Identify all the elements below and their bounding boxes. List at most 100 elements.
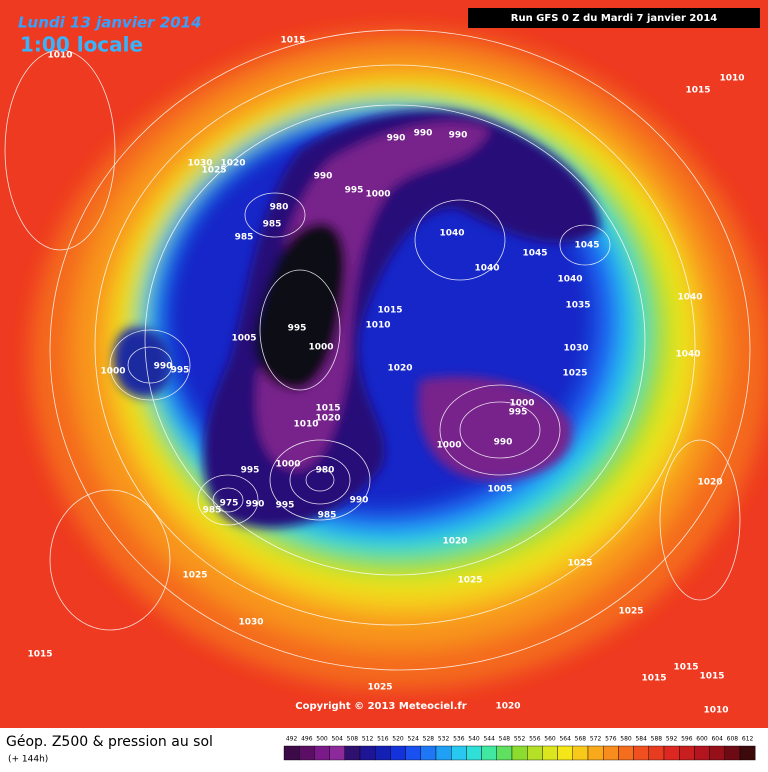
legend-swatch xyxy=(587,745,604,761)
pressure-label: 1040 xyxy=(677,293,702,303)
pressure-label: 1030 xyxy=(563,344,588,354)
legend-swatch xyxy=(542,745,558,761)
legend-label: 588 xyxy=(651,736,663,743)
footer-subtitle: (+ 144h) xyxy=(8,755,48,765)
legend-label: 612 xyxy=(742,736,754,743)
legend-label: 548 xyxy=(499,736,511,743)
legend-swatch xyxy=(359,745,376,761)
pressure-label: 985 xyxy=(235,233,254,243)
pressure-label: 1025 xyxy=(367,683,392,693)
pressure-label: 1000 xyxy=(100,367,125,377)
pressure-label: 985 xyxy=(318,511,337,521)
legend-label: 524 xyxy=(407,736,419,743)
pressure-label: 995 xyxy=(241,466,260,476)
legend-label: 596 xyxy=(681,736,693,743)
legend-swatch xyxy=(663,745,680,761)
pressure-label: 1015 xyxy=(315,404,340,414)
legend-label: 560 xyxy=(544,736,556,743)
pressure-label: 990 xyxy=(387,134,406,144)
footer-title: Géop. Z500 & pression au sol xyxy=(6,734,213,750)
legend-swatch xyxy=(435,745,452,761)
pressure-label: 1000 xyxy=(436,441,461,451)
legend-label: 568 xyxy=(575,736,587,743)
pressure-label: 1000 xyxy=(509,399,534,409)
pressure-label: 1010 xyxy=(365,321,390,331)
legend-swatch xyxy=(420,745,437,761)
legend-label: 512 xyxy=(362,736,374,743)
pressure-label: 990 xyxy=(494,438,513,448)
legend-label: 564 xyxy=(559,736,571,743)
date: Lundi 13 janvier 2014 xyxy=(18,14,202,32)
legend-swatch xyxy=(375,745,391,761)
legend-swatch xyxy=(314,745,330,761)
pressure-label: 1015 xyxy=(699,672,724,682)
pressure-label: 995 xyxy=(171,366,190,376)
pressure-label: 990 xyxy=(350,496,369,506)
pressure-label: 1015 xyxy=(27,650,52,660)
pressure-label: 990 xyxy=(246,500,265,510)
legend-swatch xyxy=(739,745,756,761)
run-info: Run GFS 0 Z du Mardi 7 janvier 2014 xyxy=(511,13,718,24)
run-box xyxy=(468,8,760,28)
isobars xyxy=(4,29,751,671)
pressure-label: 995 xyxy=(288,324,307,334)
pressure-label: 1030 xyxy=(238,618,263,628)
copyright: Copyright © 2013 Meteociel.fr xyxy=(295,701,466,712)
legend-label: 508 xyxy=(347,736,359,743)
pressure-label: 975 xyxy=(220,499,239,509)
legend-swatch xyxy=(329,745,346,761)
legend-label: 572 xyxy=(590,736,602,743)
pressure-label: 990 xyxy=(449,131,468,141)
pressure-label: 1025 xyxy=(201,166,226,176)
pressure-label: 1020 xyxy=(220,159,245,169)
pressure-label: 1020 xyxy=(387,364,412,374)
legend-swatch xyxy=(648,745,665,761)
legend-swatch xyxy=(679,745,695,761)
pressure-label: 1010 xyxy=(719,74,744,84)
pressure-label: 1025 xyxy=(562,369,587,379)
legend-swatch xyxy=(572,745,589,761)
pressure-label: 985 xyxy=(203,506,222,516)
legend-swatch xyxy=(466,745,482,761)
pressure-label: 1015 xyxy=(280,36,305,46)
legend-label: 600 xyxy=(696,736,708,743)
legend-label: 516 xyxy=(377,736,389,743)
pressure-label: 980 xyxy=(316,466,335,476)
pressure-label: 995 xyxy=(509,408,528,418)
legend-label: 528 xyxy=(423,736,435,743)
legend: 492 496 500 504 508 512 516 520 524 528 532 536 540 5… xyxy=(283,736,756,761)
legend-label: 504 xyxy=(331,736,343,743)
legend-swatch xyxy=(283,745,300,761)
pressure-label: 1025 xyxy=(457,576,482,586)
pressure-label: 1045 xyxy=(522,249,547,259)
pressure-label: 1000 xyxy=(308,343,333,353)
legend-label: 576 xyxy=(605,736,617,743)
height-field xyxy=(0,0,768,728)
pressure-label: 1010 xyxy=(293,420,318,430)
pressure-label: 1030 xyxy=(187,159,212,169)
pressure-label: 995 xyxy=(345,186,364,196)
pressure-label: 1020 xyxy=(442,537,467,547)
legend-swatch xyxy=(451,745,467,761)
pressure-label: 1020 xyxy=(315,414,340,424)
pressure-label: 1045 xyxy=(574,241,599,251)
pressure-label: 1015 xyxy=(673,663,698,673)
legend-swatch xyxy=(618,745,634,761)
legend-swatch xyxy=(603,745,619,761)
legend-swatch xyxy=(527,745,543,761)
pressure-label: 1020 xyxy=(495,702,520,712)
legend-swatch xyxy=(481,745,498,761)
legend-label: 532 xyxy=(438,736,450,743)
legend-label: 604 xyxy=(711,736,723,743)
legend-swatch xyxy=(299,745,315,761)
legend-label: 592 xyxy=(666,736,678,743)
pressure-label: 990 xyxy=(154,362,173,372)
pressure-label: 1005 xyxy=(487,485,512,495)
pressure-label: 1000 xyxy=(275,460,300,470)
legend-label: 556 xyxy=(529,736,541,743)
legend-label: 540 xyxy=(468,736,480,743)
legend-swatch xyxy=(390,745,406,761)
pressure-label: 1020 xyxy=(697,478,722,488)
